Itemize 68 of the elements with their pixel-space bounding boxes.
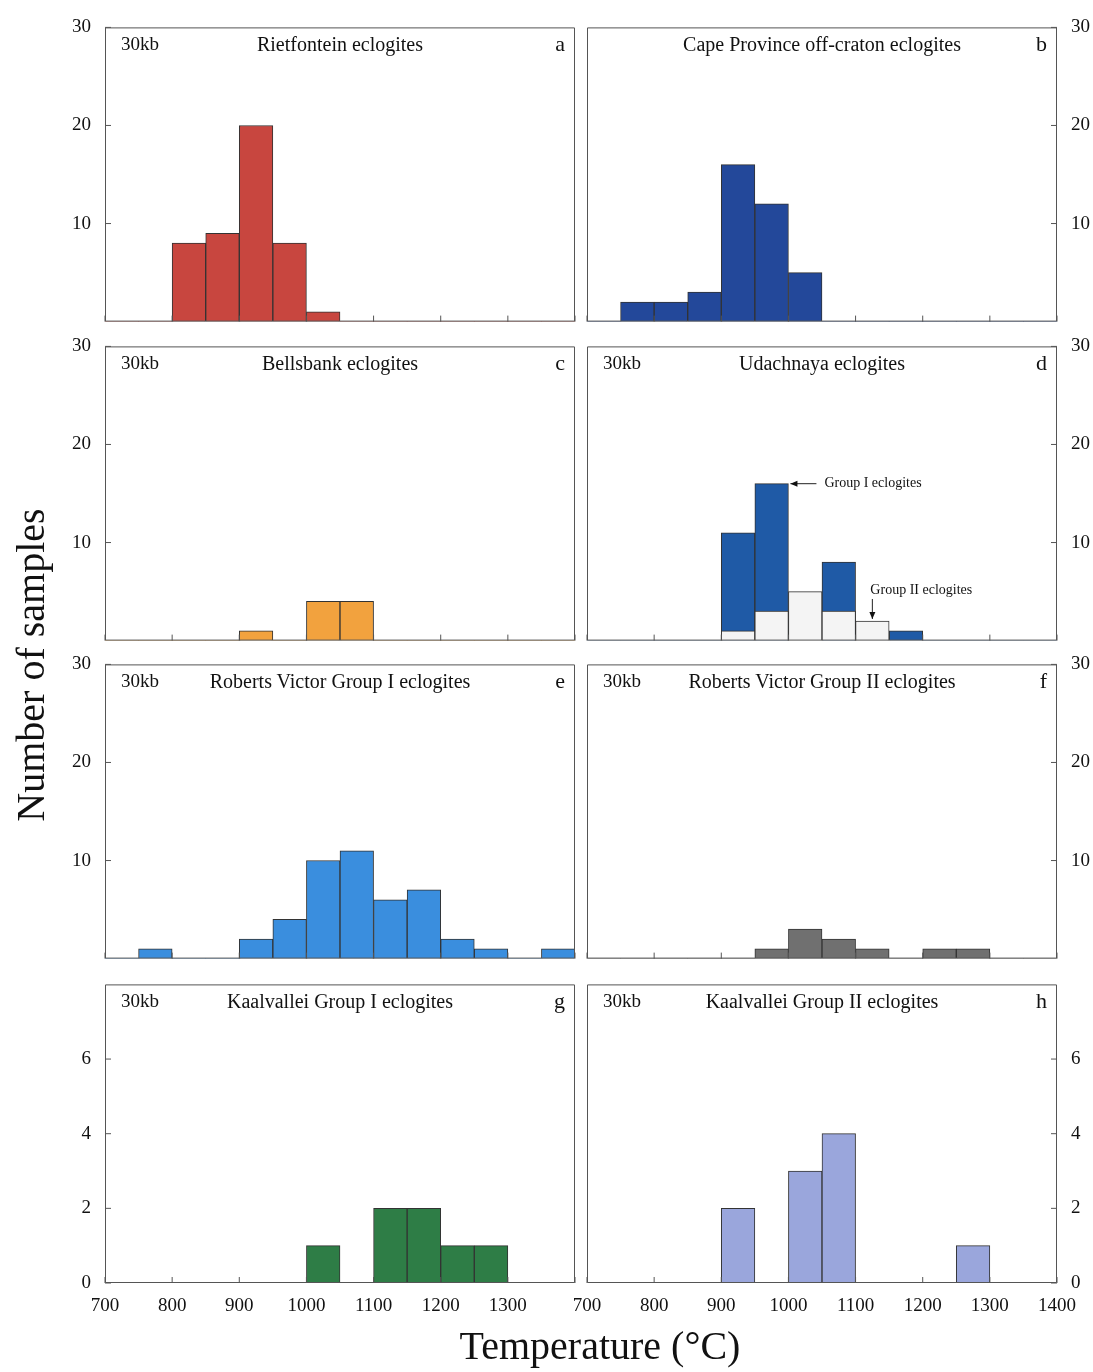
annotation: b (1036, 31, 1047, 57)
x-tick-label: 1000 (287, 1294, 326, 1316)
y-tick-label: 10 (72, 530, 91, 552)
annotation: Group II eclogites (870, 581, 973, 597)
y-tick-label: 20 (1071, 113, 1090, 135)
x-tick-label: 900 (225, 1294, 254, 1316)
annotation: 30kb (603, 990, 641, 1012)
annotation: f (1039, 668, 1048, 694)
y-tick-label: 20 (72, 113, 91, 135)
x-tick-label: 1100 (836, 1294, 875, 1316)
chart-title: Bellsbank eclogites (261, 351, 419, 375)
x-tick-label: 1000 (769, 1294, 808, 1316)
chart-title: Roberts Victor Group II eclogites (688, 669, 956, 693)
annotation: c (555, 350, 566, 376)
y-tick-label: 20 (1071, 432, 1090, 454)
x-tick-label: 800 (639, 1294, 669, 1316)
annotation: a (555, 31, 566, 57)
annotation: Group I eclogites (824, 475, 922, 491)
chart-title: Cape Province off-craton eclogites (683, 32, 962, 56)
annotation: 30kb (121, 352, 159, 374)
chart-title: Kaalvallei Group II eclogites (705, 989, 939, 1013)
x-tick-label: 1200 (421, 1294, 460, 1316)
y-tick-label: 20 (72, 432, 91, 454)
chart-title: Roberts Victor Group I eclogites (209, 669, 471, 693)
y-tick-label: 20 (72, 750, 91, 772)
y-tick-label: 4 (81, 1121, 92, 1143)
x-tick-label: 1300 (488, 1294, 527, 1316)
y-tick-label: 0 (81, 1270, 91, 1292)
annotation: d (1036, 350, 1047, 376)
annotation: g (554, 988, 565, 1014)
chart-title: Rietfontein eclogites (256, 32, 424, 56)
annotation: h (1036, 988, 1047, 1014)
y-tick-label: 2 (81, 1196, 91, 1218)
y-tick-label: 30 (1071, 652, 1090, 674)
annotation: 30kb (121, 33, 159, 55)
y-tick-label: 2 (1071, 1196, 1081, 1218)
y-tick-label: 6 (1071, 1047, 1081, 1069)
y-tick-label: 30 (72, 334, 91, 356)
x-tick-label: 800 (157, 1294, 187, 1316)
y-tick-label: 10 (72, 848, 91, 870)
x-tick-label: 900 (707, 1294, 736, 1316)
y-tick-label: 0 (1071, 1270, 1081, 1292)
y-tick-label: 30 (72, 15, 91, 37)
x-tick-label: 1100 (354, 1294, 393, 1316)
y-tick-label: 4 (1071, 1121, 1081, 1143)
annotation: 30kb (603, 670, 641, 692)
y-tick-label: 30 (72, 652, 91, 674)
y-axis-title: Number of samples (6, 508, 54, 822)
annotation: 30kb (121, 990, 159, 1012)
y-tick-label: 30 (1071, 334, 1090, 356)
annotation: 30kb (603, 352, 641, 374)
y-tick-label: 10 (1071, 530, 1090, 552)
y-tick-label: 20 (1071, 750, 1090, 772)
annotation: 30kb (121, 670, 159, 692)
x-tick-label: 1200 (903, 1294, 942, 1316)
x-tick-label: 700 (90, 1294, 120, 1316)
chart-title: Udachnaya eclogites (738, 351, 906, 375)
x-tick-label: 700 (572, 1294, 602, 1316)
x-tick-label: 1300 (970, 1294, 1009, 1316)
y-tick-label: 10 (1071, 848, 1090, 870)
y-tick-label: 6 (81, 1047, 91, 1069)
y-tick-label: 10 (1071, 211, 1090, 233)
x-tick-label: 1400 (1038, 1294, 1076, 1316)
y-tick-label: 30 (1071, 15, 1090, 37)
x-axis-title: Temperature (°C) (459, 1321, 741, 1369)
chart-title: Kaalvallei Group I eclogites (226, 989, 454, 1013)
y-tick-label: 10 (72, 211, 91, 233)
annotation: e (555, 668, 565, 694)
